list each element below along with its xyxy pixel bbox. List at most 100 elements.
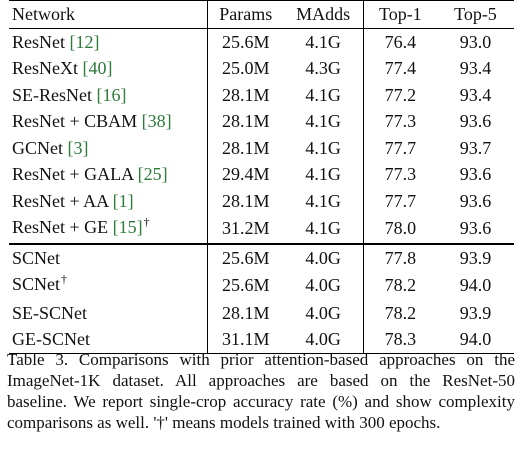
cell-madds: 4.0G: [283, 299, 364, 326]
citation-link[interactable]: [25]: [137, 164, 168, 184]
cell-top1: 78.3: [384, 329, 417, 349]
cell-params: 31.2M: [221, 218, 270, 238]
cell-madds: 4.0G: [283, 243, 364, 271]
table-row: SCNet† 25.6M 4.0G 78.2 94.0: [9, 271, 514, 300]
network-name: SE-ResNet: [12, 84, 97, 105]
network-name: SE-SCNet: [12, 302, 88, 323]
citation-link[interactable]: [15]: [112, 217, 143, 237]
cell-top5: 93.0: [459, 31, 492, 52]
table-row: ResNeXt [40] 25.0M 4.3G 77.4 93.4: [9, 55, 514, 82]
citation-link[interactable]: [38]: [141, 111, 172, 131]
network-name: SCNet: [12, 274, 61, 294]
cell-top1: 77.8: [384, 247, 417, 268]
cell-network: ResNet + CBAM [38]: [9, 108, 209, 135]
table-header: Network Params MAdds Top-1 Top-5: [9, 0, 514, 28]
cell-madds: 4.1G: [283, 28, 364, 55]
table-row: SE-SCNet 28.1M 4.0G 78.2 93.9: [9, 299, 514, 326]
table-caption: Table 3. Comparisons with prior attentio…: [7, 350, 515, 432]
network-name: ResNet + GE: [12, 217, 113, 237]
results-table: Network Params MAdds Top-1 Top-5 ResNet …: [9, 0, 514, 354]
cell-params: 25.0M: [221, 58, 270, 78]
header-row: Network Params MAdds Top-1 Top-5: [9, 0, 514, 28]
header-madds: MAdds: [283, 0, 364, 28]
cell-params: 25.6M: [221, 275, 270, 295]
table-row: ResNet + GE [15]† 31.2M 4.1G 78.0 93.6: [9, 214, 514, 244]
cell-network: ResNet + AA [1]: [9, 187, 209, 214]
cell-top5: 94.0: [459, 275, 492, 295]
cell-network: SCNet†: [9, 271, 209, 300]
cell-top1: 77.7: [384, 137, 417, 158]
cell-network: ResNet + GALA [25]: [9, 161, 209, 188]
cell-top1: 78.2: [384, 275, 417, 295]
table-row: ResNet + CBAM [38] 28.1M 4.1G 77.3 93.6: [9, 108, 514, 135]
cell-params: 25.6M: [221, 247, 270, 268]
network-name: ResNet + CBAM: [12, 111, 142, 131]
cell-network: ResNet + GE [15]†: [9, 214, 209, 244]
cell-network: ResNet [12]: [9, 28, 209, 55]
cell-top5: 93.7: [459, 137, 492, 158]
cell-params: 31.1M: [221, 329, 270, 349]
cell-params: 25.6M: [221, 31, 270, 52]
table-row: GE-SCNet 31.1M 4.0G 78.3 94.0: [9, 326, 514, 353]
cell-top5: 93.9: [459, 247, 492, 268]
cell-params: 28.1M: [221, 302, 270, 323]
cell-top1: 76.4: [384, 31, 417, 52]
network-name: GCNet: [12, 137, 68, 158]
header-network: Network: [9, 0, 209, 28]
cell-madds: 4.3G: [283, 55, 364, 82]
dagger-mark: †: [143, 215, 150, 229]
cell-params: 28.1M: [221, 84, 270, 105]
network-name: ResNet + AA: [12, 190, 113, 211]
cell-top1: 78.2: [384, 302, 417, 323]
citation-link[interactable]: [1]: [112, 190, 134, 211]
table-row: GCNet [3] 28.1M 4.1G 77.7 93.7: [9, 134, 514, 161]
network-name: ResNet + GALA: [12, 164, 138, 184]
cell-madds: 4.1G: [283, 108, 364, 135]
dagger-mark: †: [61, 272, 68, 286]
cell-top5: 93.6: [459, 218, 492, 238]
header-top5: Top-5: [454, 4, 497, 24]
cell-network: SCNet: [9, 243, 209, 271]
cell-top5: 93.4: [459, 84, 492, 105]
citation-link[interactable]: [3]: [67, 137, 89, 158]
cell-network: ResNeXt [40]: [9, 55, 209, 82]
cell-params: 28.1M: [221, 190, 270, 211]
cell-top5: 94.0: [459, 329, 492, 349]
cell-madds: 4.1G: [283, 161, 364, 188]
cell-top1: 78.0: [384, 218, 417, 238]
cell-madds: 4.1G: [283, 81, 364, 108]
citation-link[interactable]: [40]: [82, 58, 113, 78]
cell-network: GE-SCNet: [9, 326, 209, 353]
cell-params: 28.1M: [221, 137, 270, 158]
table-row: SE-ResNet [16] 28.1M 4.1G 77.2 93.4: [9, 81, 514, 108]
table-row: ResNet + AA [1] 28.1M 4.1G 77.7 93.6: [9, 187, 514, 214]
cell-top5: 93.6: [459, 164, 492, 184]
cell-top1: 77.3: [384, 164, 417, 184]
cell-top5: 93.6: [459, 190, 492, 211]
baseline-rows: ResNet [12] 25.6M 4.1G 76.4 93.0 ResNeXt [40]…: [9, 28, 514, 244]
table-row: SCNet 25.6M 4.0G 77.8 93.9: [9, 243, 514, 271]
table-row: ResNet [12] 25.6M 4.1G 76.4 93.0: [9, 28, 514, 55]
cell-top1: 77.4: [384, 58, 417, 78]
cell-top1: 77.7: [384, 190, 417, 211]
cell-top1: 77.3: [384, 111, 417, 131]
citation-link[interactable]: [16]: [96, 84, 127, 105]
scnet-rows: SCNet 25.6M 4.0G 77.8 93.9 SCNet† 25.6M 4.0G 78.…: [9, 243, 514, 353]
cell-top5: 93.9: [459, 302, 492, 323]
table-row: ResNet + GALA [25] 29.4M 4.1G 77.3 93.6: [9, 161, 514, 188]
network-name: GE-SCNet: [12, 329, 90, 349]
cell-params: 29.4M: [221, 164, 270, 184]
cell-madds: 4.1G: [283, 214, 364, 244]
cell-top5: 93.4: [459, 58, 492, 78]
cell-network: GCNet [3]: [9, 134, 209, 161]
cell-madds: 4.0G: [283, 271, 364, 300]
cell-top5: 93.6: [459, 111, 492, 131]
header-top1: Top-1: [378, 4, 422, 24]
citation-link[interactable]: [12]: [69, 31, 100, 52]
network-name: ResNet: [12, 31, 70, 52]
cell-madds: 4.0G: [283, 326, 364, 353]
network-name: ResNeXt: [12, 58, 83, 78]
cell-madds: 4.1G: [283, 134, 364, 161]
cell-network: SE-SCNet: [9, 299, 209, 326]
